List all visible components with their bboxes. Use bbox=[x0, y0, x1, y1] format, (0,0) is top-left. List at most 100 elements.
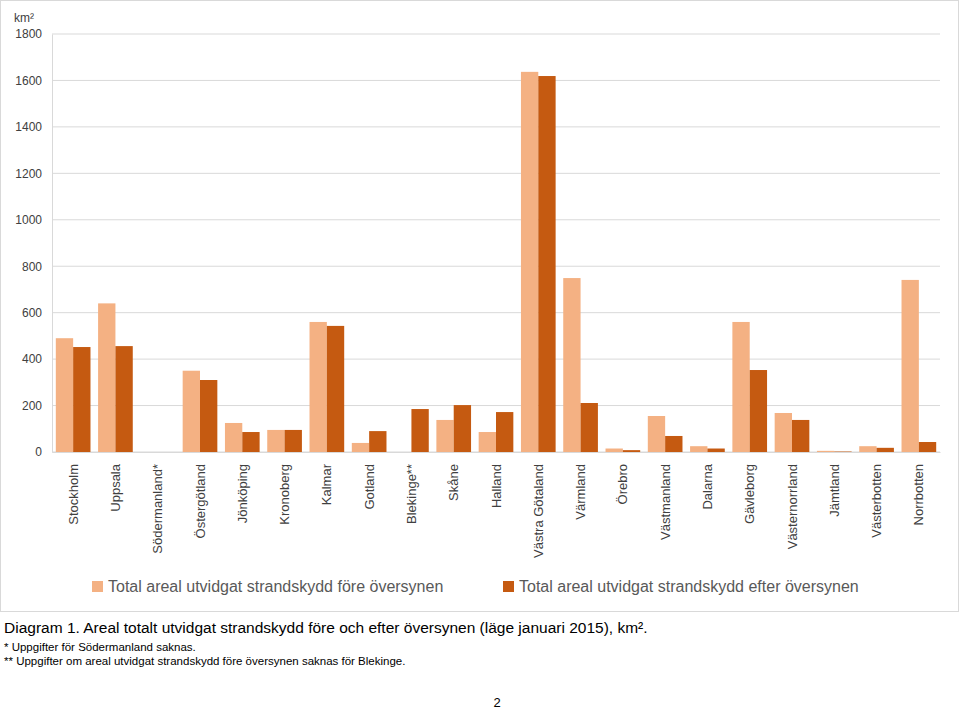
x-tick: Skåne bbox=[446, 452, 461, 501]
y-tick-label: 1000 bbox=[15, 213, 42, 227]
x-tick: Västra Götaland bbox=[531, 452, 546, 558]
x-tick: Kronoberg bbox=[277, 452, 292, 525]
bar bbox=[411, 409, 428, 452]
x-tick: Södermanland* bbox=[150, 452, 165, 554]
bar bbox=[225, 423, 242, 452]
x-tick: Västmanland bbox=[658, 452, 673, 540]
bar bbox=[56, 338, 73, 452]
y-tick-label: 400 bbox=[22, 352, 42, 366]
x-tick: Blekinge** bbox=[404, 452, 419, 524]
grid bbox=[52, 34, 940, 452]
bar bbox=[859, 446, 876, 452]
x-axis-line bbox=[53, 452, 941, 453]
x-tick: Stockholm bbox=[66, 452, 81, 525]
x-tick: Gotland bbox=[362, 452, 377, 510]
y-tick-label: 1800 bbox=[15, 27, 42, 41]
x-tick-label: Västernorrland bbox=[785, 464, 800, 549]
y-tick: 1400 bbox=[15, 120, 52, 134]
x-tick-label: Örebro bbox=[615, 464, 630, 504]
x-tick-label: Västmanland bbox=[658, 464, 673, 540]
y-tick: 600 bbox=[22, 306, 52, 320]
x-tick: Norrbotten bbox=[911, 452, 926, 525]
grid-line bbox=[52, 80, 940, 81]
x-tick-label: Gotland bbox=[362, 464, 377, 510]
legend-label: Total areal utvidgat strandskydd före öv… bbox=[108, 578, 443, 595]
y-tick: 400 bbox=[22, 352, 52, 366]
bar bbox=[707, 449, 724, 452]
y-tick-label: 1200 bbox=[15, 167, 42, 181]
bar bbox=[690, 446, 707, 452]
bar bbox=[817, 451, 834, 452]
x-tick-label: Gävleborg bbox=[742, 464, 757, 524]
bar bbox=[775, 413, 792, 452]
grid-line bbox=[52, 312, 940, 313]
x-tick-label: Västra Götaland bbox=[531, 464, 546, 558]
bar bbox=[581, 403, 598, 452]
x-axis: Stockholm Uppsala Södermanland* Östergötlan… bbox=[53, 452, 941, 558]
bar bbox=[792, 420, 809, 452]
x-tick-label: Stockholm bbox=[66, 464, 81, 525]
bar bbox=[183, 371, 200, 452]
bar bbox=[242, 432, 259, 452]
bar bbox=[436, 420, 453, 452]
x-tick-label: Halland bbox=[489, 464, 504, 508]
bar bbox=[665, 436, 682, 452]
y-tick: 1000 bbox=[15, 213, 52, 227]
bar bbox=[538, 76, 555, 452]
x-tick-label: Blekinge** bbox=[404, 464, 419, 524]
bar bbox=[73, 347, 90, 452]
legend: Total areal utvidgat strandskydd före öv… bbox=[92, 578, 859, 595]
x-tick: Västernorrland bbox=[785, 452, 800, 549]
bar bbox=[310, 322, 327, 452]
bar bbox=[267, 430, 284, 452]
bar-series bbox=[73, 76, 936, 452]
x-tick-label: Uppsala bbox=[108, 463, 123, 511]
x-tick: Gävleborg bbox=[742, 452, 757, 524]
bar bbox=[877, 448, 894, 452]
y-tick: 0 bbox=[35, 445, 52, 459]
x-tick: Örebro bbox=[615, 452, 630, 504]
legend-swatch bbox=[92, 581, 103, 592]
bar bbox=[919, 442, 936, 452]
grid-line bbox=[52, 359, 940, 360]
x-tick-label: Dalarna bbox=[700, 463, 715, 509]
x-tick: Jämtland bbox=[827, 452, 842, 517]
y-tick: 1200 bbox=[15, 167, 52, 181]
bar bbox=[834, 451, 851, 452]
grid-line bbox=[52, 126, 940, 127]
bar bbox=[648, 416, 665, 452]
bar bbox=[521, 72, 538, 452]
title: Diagram 1. Areal totalt utvidgat strands… bbox=[4, 619, 648, 636]
y-axis: 020040060080010001200140016001800 bbox=[15, 27, 52, 459]
x-tick: Jönköping bbox=[235, 452, 250, 523]
page-number: 2 bbox=[493, 695, 500, 710]
grid-line bbox=[52, 219, 940, 220]
y-tick: 800 bbox=[22, 260, 52, 274]
y-axis-title: km² bbox=[14, 11, 34, 25]
x-tick: Värmland bbox=[573, 452, 588, 520]
x-tick-label: Västerbotten bbox=[869, 464, 884, 538]
x-tick: Uppsala bbox=[108, 452, 123, 512]
grid-line bbox=[52, 173, 940, 174]
grid-line bbox=[52, 266, 940, 267]
y-axis-line bbox=[52, 35, 53, 453]
y-tick-label: 1600 bbox=[15, 74, 42, 88]
bar-series bbox=[56, 72, 919, 452]
x-tick: Västerbotten bbox=[869, 452, 884, 538]
bar bbox=[623, 450, 640, 452]
bars bbox=[56, 72, 936, 452]
bar bbox=[454, 405, 471, 452]
bar bbox=[496, 412, 513, 452]
bar bbox=[369, 431, 386, 452]
x-tick: Kalmar bbox=[319, 452, 334, 505]
x-tick-label: Södermanland* bbox=[150, 464, 165, 554]
y-tick-label: 800 bbox=[22, 260, 42, 274]
bar bbox=[750, 370, 767, 452]
chart-frame bbox=[1, 1, 959, 612]
bar bbox=[902, 280, 919, 452]
y-tick-label: 1400 bbox=[15, 120, 42, 134]
x-tick-label: Norrbotten bbox=[911, 464, 926, 525]
x-tick: Dalarna bbox=[700, 452, 715, 510]
bar bbox=[606, 449, 623, 452]
x-tick: Östergötland bbox=[193, 452, 208, 538]
